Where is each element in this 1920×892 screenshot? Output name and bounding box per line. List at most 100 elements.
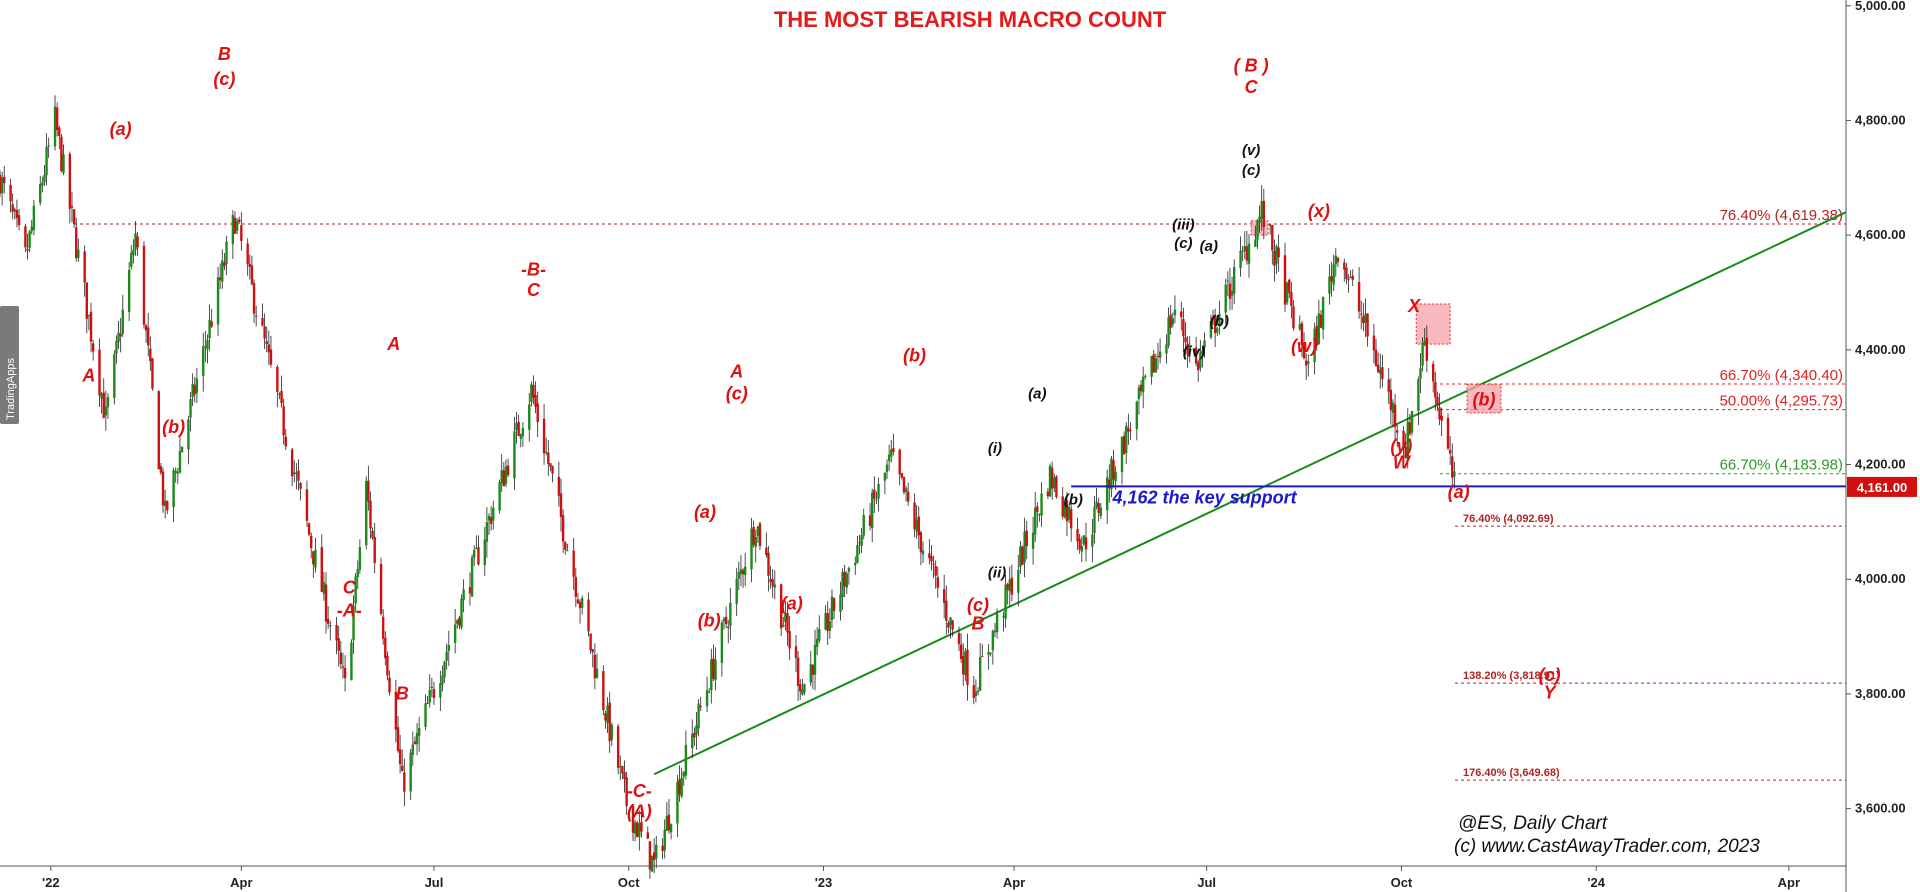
candle-body — [1446, 417, 1450, 449]
candle-body — [70, 206, 74, 208]
candle-body — [1097, 503, 1100, 514]
candle-body — [580, 598, 584, 608]
candle-body — [307, 523, 311, 535]
x-tick-label: Apr — [1003, 875, 1025, 890]
candle-body — [72, 209, 76, 225]
candle-body — [784, 613, 787, 623]
candle-body — [1292, 306, 1295, 329]
candle-body — [1334, 255, 1338, 265]
candle-body — [159, 466, 163, 473]
candle-body — [415, 732, 419, 745]
candle-body — [26, 248, 29, 251]
candle-body — [1084, 537, 1088, 550]
candle-body — [53, 106, 57, 147]
candle-body — [648, 841, 652, 870]
candle-body — [238, 219, 241, 222]
candle-body — [121, 309, 124, 334]
candle-body — [574, 577, 578, 597]
candle-body — [847, 568, 851, 572]
candle-body — [1421, 342, 1424, 366]
candle-body — [1031, 532, 1035, 549]
candle-body — [134, 233, 137, 250]
candle-body — [55, 107, 59, 131]
candle-body — [995, 614, 999, 633]
candle-body — [959, 644, 963, 660]
candle-body — [517, 421, 520, 437]
candle-body — [293, 472, 296, 475]
candle-body — [265, 341, 268, 344]
candle-body — [1055, 476, 1058, 497]
fib-level-label: 66.70% (4,340.40) — [1720, 367, 1843, 384]
sidebar-tab[interactable]: TradingApps — [0, 306, 19, 424]
wave-label: -A- — [337, 601, 362, 621]
candle-body — [813, 644, 817, 675]
candle-body — [157, 391, 160, 470]
candle-body — [873, 489, 876, 499]
y-tick-label: 4,800.00 — [1855, 112, 1906, 127]
candle-body — [146, 327, 150, 346]
candle-body — [1184, 337, 1187, 343]
wave-label: A — [81, 365, 95, 385]
wave-label: (ii) — [988, 565, 1006, 582]
candle-body — [1332, 264, 1335, 285]
candle-body — [396, 727, 400, 751]
candle-body — [43, 174, 46, 183]
candle-body — [839, 594, 842, 612]
candle-body — [98, 349, 101, 396]
candle-body — [250, 265, 254, 284]
candle-body — [1150, 355, 1153, 377]
candle-body — [9, 184, 12, 202]
candle-body — [1063, 502, 1067, 518]
candle-body — [1362, 316, 1365, 324]
candle-body — [801, 689, 804, 695]
candle-body — [1171, 318, 1175, 325]
candle-body — [218, 277, 222, 281]
candle-body — [1197, 362, 1200, 370]
candle-body — [1141, 376, 1145, 393]
candle-body — [1277, 247, 1280, 258]
candle-body — [1139, 384, 1143, 392]
candle-body — [132, 249, 135, 256]
candle-body — [312, 551, 315, 565]
candle-body — [680, 777, 683, 797]
candle-body — [1078, 538, 1081, 550]
candle-body — [295, 472, 298, 474]
candle-body — [1440, 415, 1443, 421]
candle-body — [978, 657, 982, 691]
candle-body — [352, 605, 355, 641]
candle-body — [445, 651, 448, 661]
candle-body — [15, 210, 19, 218]
candle-body — [1050, 467, 1054, 489]
symbol-caption: @ES, Daily Chart — [1458, 813, 1608, 834]
candle-body — [388, 677, 391, 693]
candle-body — [619, 766, 622, 768]
candle-body — [1099, 507, 1103, 516]
candle-body — [1180, 311, 1183, 318]
candle-body — [830, 596, 834, 621]
candle-body — [957, 632, 961, 645]
candle-body — [1391, 402, 1395, 413]
candle-body — [504, 466, 508, 484]
candle-body — [39, 184, 42, 203]
candle-body — [900, 473, 904, 478]
candle-body — [1288, 279, 1291, 293]
trendline — [653, 211, 1847, 776]
candle-body — [284, 436, 287, 447]
candle-body — [1017, 569, 1020, 593]
wave-label: (c) — [1174, 235, 1192, 252]
candle-body — [1069, 508, 1073, 529]
candle-body — [401, 765, 404, 771]
candle-body — [1336, 257, 1340, 263]
candle-body — [1125, 425, 1128, 453]
candle-body — [254, 315, 258, 317]
wave-label: Y — [1544, 683, 1558, 703]
candle-body — [1048, 466, 1052, 497]
candle-body — [788, 631, 791, 649]
candle-body — [1211, 317, 1215, 320]
candle-body — [1347, 278, 1350, 280]
candle-body — [13, 209, 17, 212]
candle-body — [231, 215, 235, 245]
candle-body — [187, 419, 190, 450]
candle-body — [115, 340, 118, 354]
